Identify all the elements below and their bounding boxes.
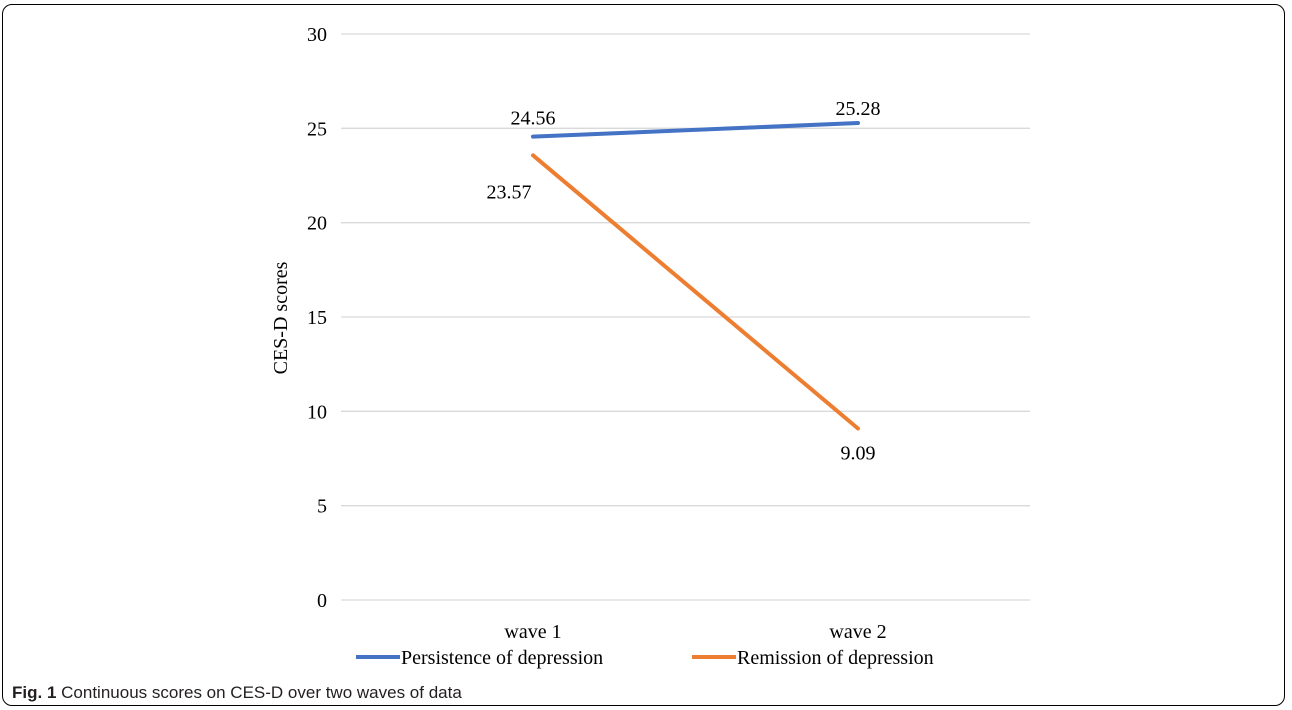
y-tick-label: 0 xyxy=(317,590,327,612)
y-axis-label: CES-D scores xyxy=(270,261,292,374)
y-tick-label: 10 xyxy=(307,401,327,423)
figure-caption: Fig. 1 Continuous scores on CES-D over t… xyxy=(12,683,462,703)
y-tick-label: 30 xyxy=(307,24,327,46)
caption-label: Fig. 1 xyxy=(12,683,57,702)
series-lines xyxy=(531,121,860,431)
data-label: 24.56 xyxy=(511,108,556,130)
caption-text: Continuous scores on CES-D over two wave… xyxy=(61,683,462,702)
data-label: 25.28 xyxy=(836,98,881,120)
y-tick-label: 25 xyxy=(307,118,327,140)
data-labels: 24.56 25.28 23.57 9.09 xyxy=(487,98,881,464)
figure-frame xyxy=(2,4,1285,706)
y-tick-label: 20 xyxy=(307,213,327,235)
x-tick-label: wave 1 xyxy=(504,621,561,643)
y-tick-labels: 0 5 10 15 20 25 30 xyxy=(307,24,327,612)
gridlines xyxy=(341,33,1030,601)
data-label: 23.57 xyxy=(487,181,532,203)
y-tick-label: 5 xyxy=(317,496,327,518)
x-tick-label: wave 2 xyxy=(829,621,886,643)
x-tick-labels: wave 1 wave 2 xyxy=(504,621,886,643)
legend: Persistence of depression Remission of de… xyxy=(356,647,934,669)
series-line xyxy=(531,121,860,139)
legend-label: Persistence of depression xyxy=(401,647,603,669)
data-label: 9.09 xyxy=(841,443,876,465)
y-tick-label: 15 xyxy=(307,307,327,329)
legend-label: Remission of depression xyxy=(737,647,934,669)
series-line xyxy=(531,153,860,431)
